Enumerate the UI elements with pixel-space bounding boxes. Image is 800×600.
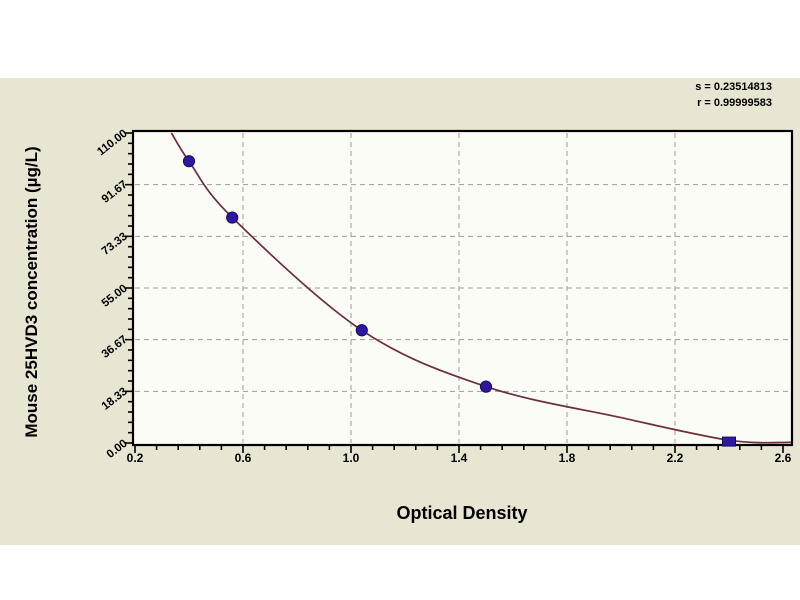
data-point-marker — [355, 324, 368, 337]
x-tick-label: 0.6 — [234, 451, 252, 465]
x-tick-label: 1.4 — [450, 451, 468, 465]
x-tick-label: 1.8 — [558, 451, 576, 465]
axis-ticks — [125, 132, 784, 453]
fit-statistics: s = 0.23514813 r = 0.99999583 — [695, 79, 772, 111]
y-tick-label: 55.00 — [99, 282, 130, 310]
data-points — [182, 155, 736, 447]
y-tick-label: 18.33 — [99, 385, 130, 413]
x-axis-title: Optical Density — [396, 503, 528, 523]
x-tick-label: 2.6 — [774, 451, 792, 465]
fit-standard-error-value: s = 0.23514813 — [695, 81, 772, 93]
data-point-marker — [479, 380, 493, 393]
y-tick-label: 110.00 — [95, 127, 130, 158]
y-tick-label: 36.67 — [99, 333, 130, 361]
data-point-marker — [182, 155, 196, 168]
data-point-marker — [722, 436, 736, 447]
x-tick-label: 2.2 — [666, 451, 684, 465]
y-axis-title: Mouse 25HVD3 concentration (µg/L) — [22, 146, 41, 438]
x-tick-label: 1.0 — [342, 451, 360, 465]
y-tick-label: 91.67 — [99, 178, 130, 206]
grid-lines — [135, 133, 790, 443]
y-tick-label: 0.00 — [104, 437, 130, 461]
fit-correlation-value: r = 0.99999583 — [697, 97, 772, 109]
x-tick-label: 0.2 — [126, 451, 144, 465]
fitted-curve — [170, 132, 791, 444]
data-point-marker — [226, 211, 239, 224]
y-tick-label: 73.33 — [99, 230, 130, 258]
